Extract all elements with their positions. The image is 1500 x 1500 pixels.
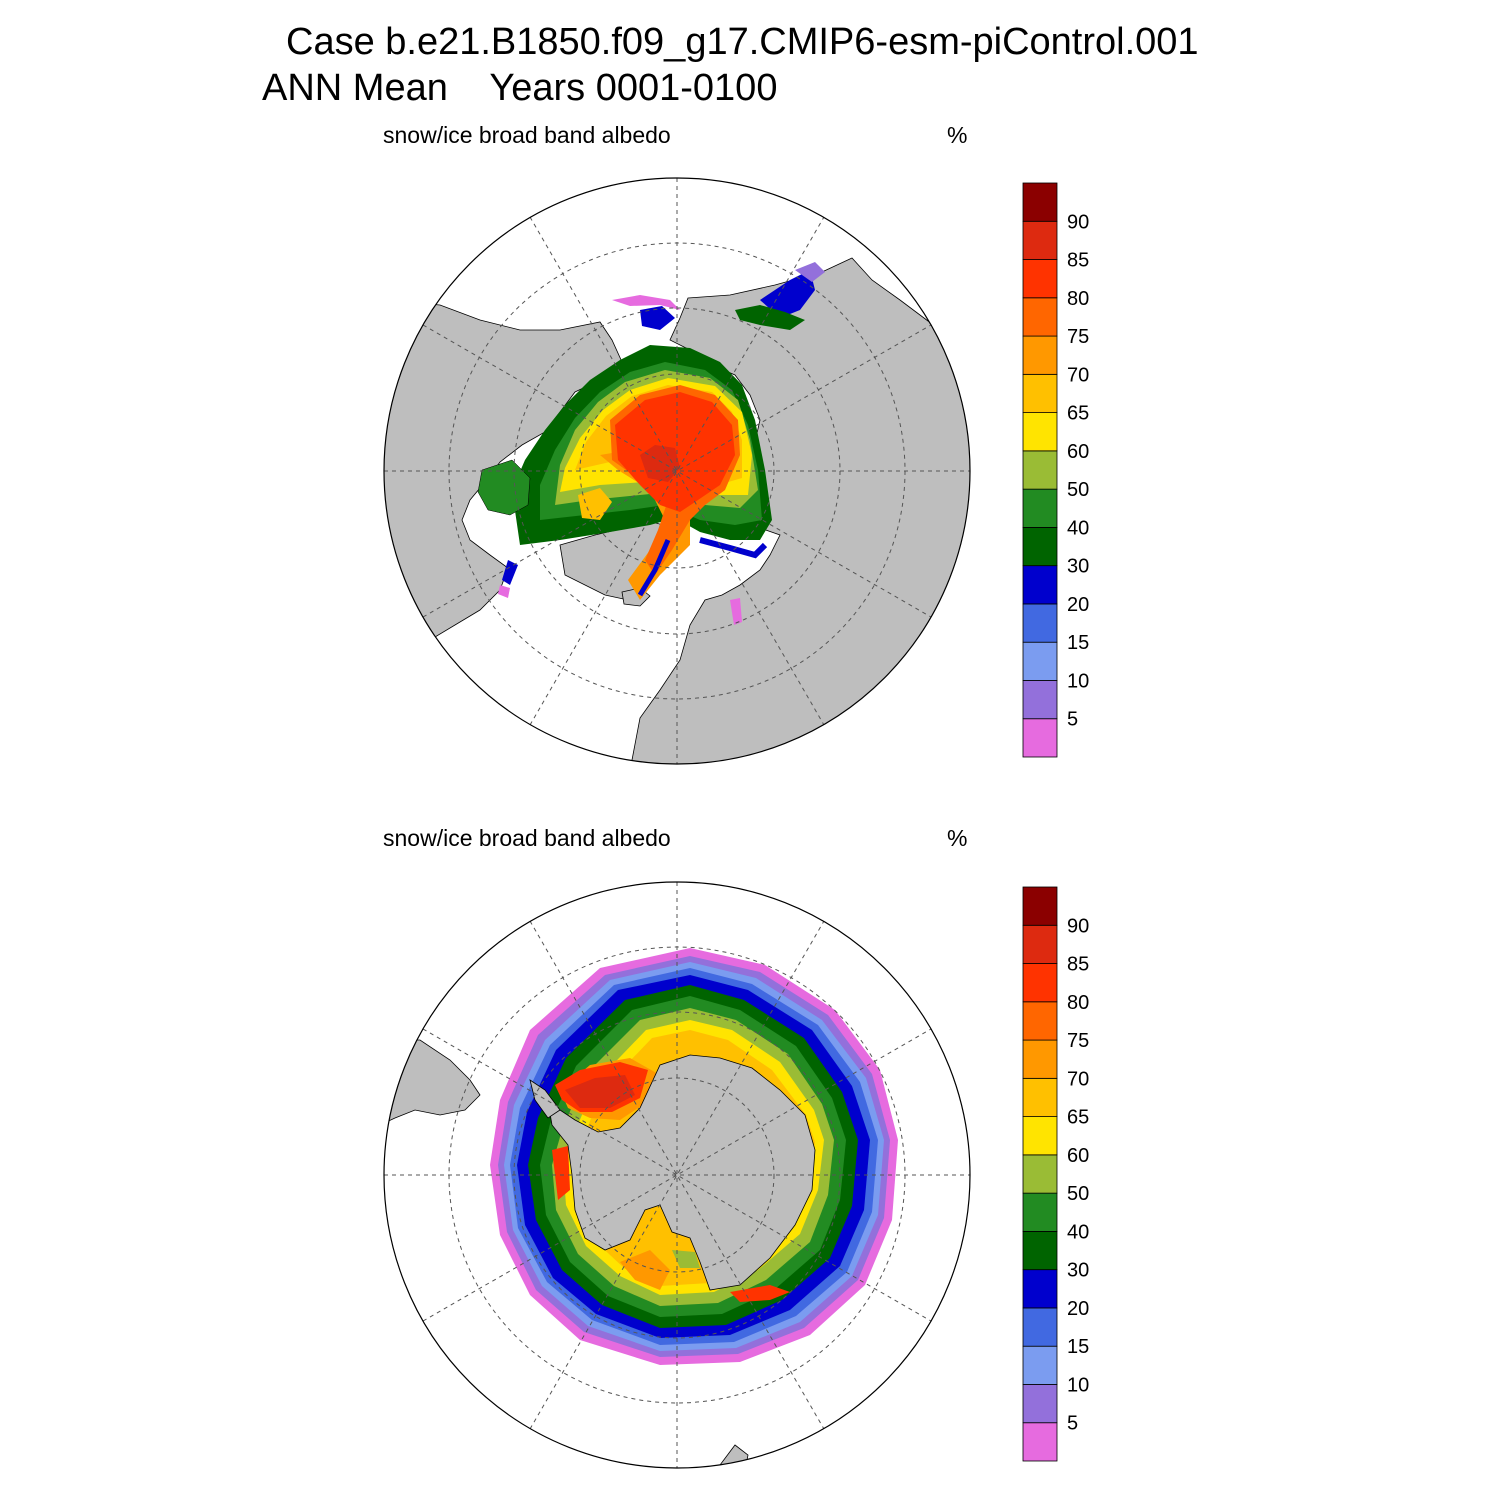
south-colorbar-box — [1022, 1039, 1058, 1079]
north-colorbar-tick-label: 30 — [1067, 556, 1089, 578]
south-colorbar-tick-label: 65 — [1067, 1107, 1089, 1129]
south-ice-band-70-80 — [560, 1058, 670, 1290]
south-colorbar-box — [1022, 886, 1058, 926]
north-colorbar-box — [1022, 182, 1058, 222]
south-colorbar-box — [1022, 1077, 1058, 1118]
south-colorbar-box — [1022, 963, 1058, 1003]
south-colorbar-tick-label: 70 — [1067, 1068, 1089, 1090]
north-colorbar-box — [1022, 603, 1058, 643]
south-colorbar-tick-label: 90 — [1067, 915, 1089, 937]
south-colorbar-tick-label: 60 — [1067, 1145, 1089, 1167]
south-colorbar-box — [1022, 1422, 1058, 1462]
north-colorbar-box — [1022, 641, 1058, 681]
north-ice-edge-atlantic — [699, 537, 768, 559]
south-colorbar-box — [1022, 1384, 1058, 1424]
south-colorbar-box — [1022, 1231, 1058, 1271]
south-polar-map — [383, 881, 971, 1469]
north-colorbar-box — [1022, 335, 1058, 375]
north-colorbar-tick-label: 90 — [1067, 211, 1089, 233]
north-ice-baltic-sea — [730, 598, 742, 625]
north-colorbar-box — [1022, 450, 1058, 490]
south-colorbar-tick-label: 40 — [1067, 1221, 1089, 1243]
north-colorbar-tick-label: 70 — [1067, 364, 1089, 386]
south-colorbar-tick-label: 80 — [1067, 992, 1089, 1014]
south-panel-units-label: % — [947, 825, 968, 851]
south-panel-variable-label: snow/ice broad band albedo — [383, 825, 671, 851]
north-colorbar-box — [1022, 220, 1058, 260]
north-colorbar-box — [1022, 259, 1058, 299]
south-colorbar-box — [1022, 1116, 1058, 1156]
south-graticule — [384, 882, 970, 1468]
north-ice-baffin-bay — [578, 488, 612, 520]
north-colorbar-tick-label: 5 — [1067, 709, 1078, 731]
north-ice-labrador-edge — [502, 560, 518, 585]
north-colorbar-tick-label: 60 — [1067, 441, 1089, 463]
south-colorbar-box — [1022, 1154, 1058, 1194]
south-map-border — [383, 881, 971, 1469]
north-colorbar-tick-label: 20 — [1067, 594, 1089, 616]
south-colorbar-box — [1022, 1307, 1058, 1347]
north-ice-bering-fringe — [612, 295, 680, 310]
north-colorbar-box — [1022, 718, 1058, 758]
figure-case-title: Case b.e21.B1850.f09_g17.CMIP6-esm-piCon… — [286, 21, 1199, 63]
north-colorbar-tick-label: 85 — [1067, 250, 1089, 272]
north-ice-band-85-90 — [640, 445, 680, 482]
south-ice-band-85-90 — [565, 1075, 635, 1108]
north-colorbar-box — [1022, 565, 1058, 605]
north-colorbar-box — [1022, 488, 1058, 528]
south-colorbar-tick-label: 20 — [1067, 1298, 1089, 1320]
north-map-border — [383, 177, 971, 765]
south-colorbar-tick-label: 10 — [1067, 1374, 1089, 1396]
north-ice-okhotsk-green — [735, 305, 805, 330]
north-ice-band-70-75 — [600, 450, 690, 600]
north-colorbar: 5 10 15 20 30 40 50 60 65 70 75 80 85 90 — [1022, 182, 1089, 758]
north-colorbar-tick-label: 40 — [1067, 517, 1089, 539]
south-colorbar-tick-label: 15 — [1067, 1336, 1089, 1358]
years-label: Years 0001-0100 — [489, 67, 778, 109]
south-colorbar-tick-label: 5 — [1067, 1413, 1078, 1435]
north-ice-edge-greenland-sea — [637, 539, 671, 597]
north-colorbar-box — [1022, 680, 1058, 720]
north-land-north-america — [384, 299, 623, 661]
south-colorbar-tick-label: 75 — [1067, 1030, 1089, 1052]
south-colorbar: 5 10 15 20 30 40 50 60 65 70 75 80 85 90 — [1022, 886, 1089, 1462]
north-colorbar-tick-label: 75 — [1067, 326, 1089, 348]
north-colorbar-box — [1022, 412, 1058, 452]
south-colorbar-tick-label: 30 — [1067, 1260, 1089, 1282]
figure-period-title: ANN Mean Years 0001-0100 — [262, 66, 777, 110]
south-ice-ross-shelf-edge — [672, 1250, 700, 1268]
north-graticule — [384, 178, 970, 764]
north-ice-okhotsk-sea — [760, 270, 815, 318]
south-colorbar-tick-label: 85 — [1067, 954, 1089, 976]
north-ice-labrador-fringe — [498, 585, 510, 598]
north-polar-map — [383, 177, 971, 765]
north-colorbar-tick-label: 10 — [1067, 670, 1089, 692]
south-colorbar-box — [1022, 1345, 1058, 1385]
north-ice-okhotsk-fringe — [795, 262, 825, 282]
north-colorbar-tick-label: 50 — [1067, 479, 1089, 501]
north-colorbar-box — [1022, 373, 1058, 414]
mean-label: ANN Mean — [262, 67, 448, 109]
south-colorbar-box — [1022, 1192, 1058, 1232]
south-colorbar-box — [1022, 1269, 1058, 1309]
south-colorbar-box — [1022, 1001, 1058, 1041]
north-colorbar-tick-label: 65 — [1067, 403, 1089, 425]
north-panel-variable-label: snow/ice broad band albedo — [383, 122, 671, 148]
north-panel-units-label: % — [947, 122, 968, 148]
north-colorbar-tick-label: 15 — [1067, 632, 1089, 654]
south-colorbar-tick-label: 50 — [1067, 1183, 1089, 1205]
north-colorbar-tick-label: 80 — [1067, 288, 1089, 310]
south-colorbar-box — [1022, 924, 1058, 964]
north-colorbar-box — [1022, 297, 1058, 337]
north-colorbar-box — [1022, 527, 1058, 567]
north-ice-bering-sea — [640, 306, 675, 330]
